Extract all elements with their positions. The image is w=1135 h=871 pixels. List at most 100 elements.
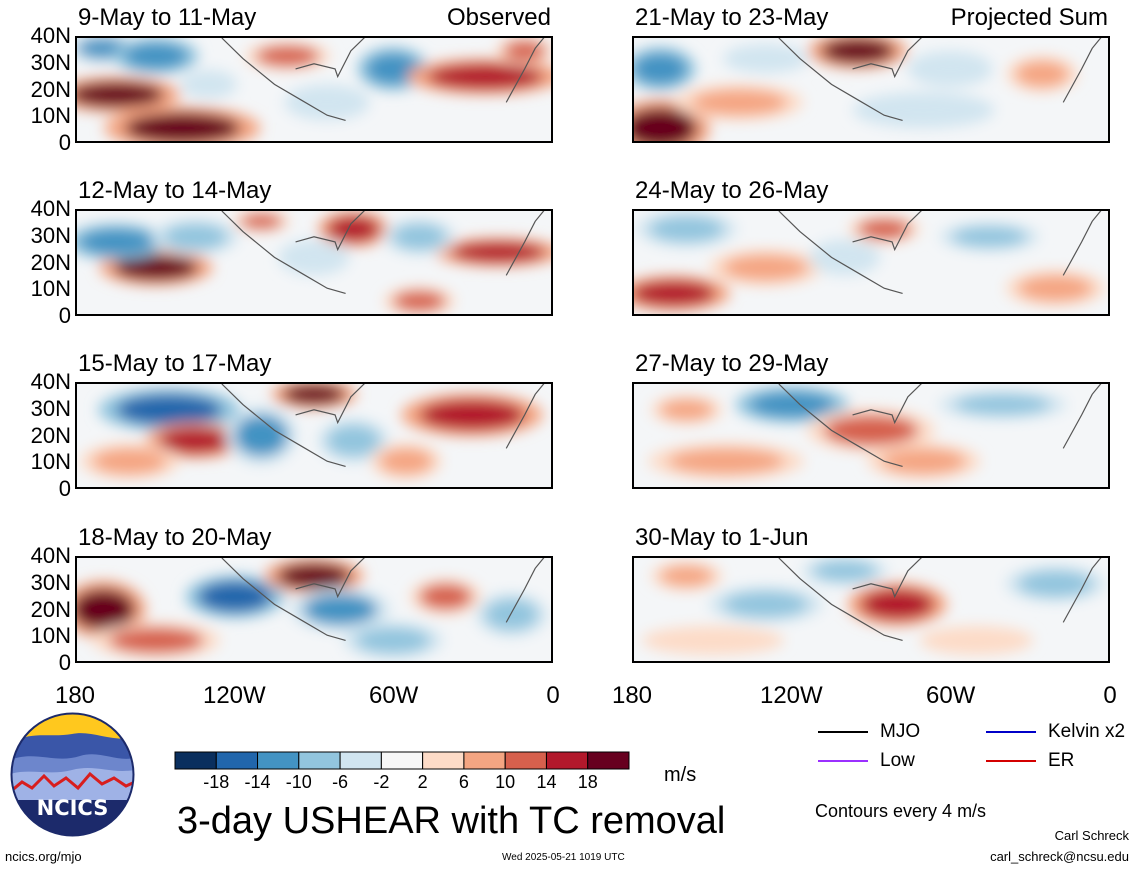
map-panel	[75, 209, 553, 316]
colorbar-swatch	[215, 751, 259, 770]
map-canvas	[77, 211, 551, 314]
map-panel	[632, 209, 1110, 316]
shear-anomaly	[303, 594, 378, 625]
y-tick-label: 0	[58, 650, 71, 675]
shear-anomaly	[918, 56, 982, 82]
colorbar-swatch	[257, 751, 300, 770]
colorbar-swatches	[174, 751, 630, 770]
site-url[interactable]: ncics.org/mjo	[5, 849, 82, 864]
legend-line	[986, 760, 1036, 762]
panel-title: 21-May to 23-May	[635, 4, 829, 31]
colorbar-label: -2	[373, 772, 390, 792]
x-tick-label: 180	[611, 682, 653, 709]
legend-line	[818, 731, 868, 733]
x-tick-label: 180	[54, 682, 96, 709]
shear-anomaly	[1015, 61, 1069, 87]
panel-title: 12-May to 14-May	[78, 177, 272, 204]
colorbar	[172, 750, 632, 777]
column-title: Observed	[446, 4, 551, 31]
shear-anomaly	[327, 425, 380, 457]
author: Carl Schreck	[1054, 828, 1129, 843]
map-canvas	[79, 384, 545, 480]
shear-anomaly	[79, 229, 154, 255]
email[interactable]: carl_schreck@ncsu.edu	[990, 849, 1129, 864]
legend-line	[986, 731, 1036, 733]
colorbar-swatch	[298, 751, 341, 770]
panel-title: 9-May to 11-May	[78, 4, 257, 31]
coastline	[221, 384, 545, 467]
y-tick-label: 0	[58, 303, 71, 328]
map-canvas	[647, 384, 1102, 480]
shear-anomaly	[955, 394, 1051, 415]
shear-anomaly	[649, 216, 724, 242]
shear-anomaly	[634, 53, 687, 85]
shear-anomaly	[820, 38, 895, 64]
ncics-logo: NCICS	[10, 712, 135, 842]
shear-anomaly	[124, 112, 241, 141]
column-title: Projected Sum	[950, 4, 1108, 31]
map-canvas	[634, 211, 1106, 312]
legend-label: MJO	[880, 721, 921, 742]
shear-anomaly	[691, 89, 787, 116]
shear-anomaly	[356, 627, 430, 654]
y-tick-label: 30N	[30, 569, 71, 595]
shear-anomaly	[295, 89, 359, 116]
shear-anomaly	[419, 399, 525, 431]
shear-anomaly	[818, 244, 871, 271]
x-tick-label: 120W	[202, 682, 266, 709]
panel-title: 24-May to 26-May	[635, 177, 829, 204]
shear-anomaly	[198, 581, 272, 613]
shear-anomaly	[77, 81, 164, 108]
colorbar-label: 14	[536, 772, 557, 792]
coastline	[221, 211, 545, 294]
shear-anomaly	[813, 560, 877, 582]
map-panel	[75, 556, 553, 663]
shear-anomaly	[734, 48, 798, 69]
colorbar-swatch	[463, 751, 506, 770]
shear-anomaly	[393, 290, 446, 312]
legend-label: Kelvin x2	[1048, 721, 1126, 742]
coastline	[778, 384, 1102, 467]
colorbar-label: -10	[285, 772, 312, 792]
y-tick-label: 10N	[30, 623, 71, 649]
map-panel	[632, 382, 1110, 489]
colorbar-swatch	[422, 751, 465, 770]
shear-anomaly	[660, 630, 766, 651]
panel-title: 18-May to 20-May	[78, 524, 272, 551]
shear-anomaly	[450, 241, 546, 263]
shear-anomaly	[282, 384, 346, 405]
shear-anomaly	[77, 588, 135, 631]
map-canvas	[641, 558, 1106, 655]
colorbar-swatch	[339, 751, 382, 770]
x-tick-label: 60W	[925, 682, 976, 709]
map-canvas	[77, 558, 548, 659]
y-tick-label: 0	[58, 476, 71, 501]
y-tick-label: 40N	[30, 23, 71, 48]
map-panel	[632, 36, 1110, 143]
shear-anomaly	[860, 588, 935, 620]
coastline	[778, 38, 1102, 121]
colorbar-label: -14	[244, 772, 271, 792]
shear-anomaly	[366, 53, 420, 85]
shear-anomaly	[419, 583, 472, 610]
shear-anomaly	[634, 280, 716, 307]
y-tick-label: 20N	[30, 76, 71, 102]
y-tick-label: 30N	[30, 222, 71, 248]
shear-anomaly	[163, 223, 228, 250]
map-panel	[75, 36, 553, 143]
legend-line	[818, 760, 868, 762]
panel-title: 27-May to 29-May	[635, 350, 829, 377]
contour-note: Contours every 4 m/s	[815, 801, 987, 821]
map-canvas	[77, 38, 551, 141]
shear-anomaly	[952, 226, 1027, 248]
shear-anomaly	[634, 107, 698, 141]
main-title: 3-day USHEAR with TC removal	[177, 800, 726, 842]
panel-title: 15-May to 17-May	[78, 350, 272, 377]
y-tick-label: 30N	[30, 49, 71, 75]
legend-label: Low	[880, 750, 915, 771]
colorbar-swatch	[504, 751, 547, 770]
colorbar-label: 2	[417, 772, 428, 792]
map-panel	[75, 382, 553, 489]
shear-anomaly	[1018, 570, 1093, 597]
y-tick-label: 30N	[30, 395, 71, 421]
